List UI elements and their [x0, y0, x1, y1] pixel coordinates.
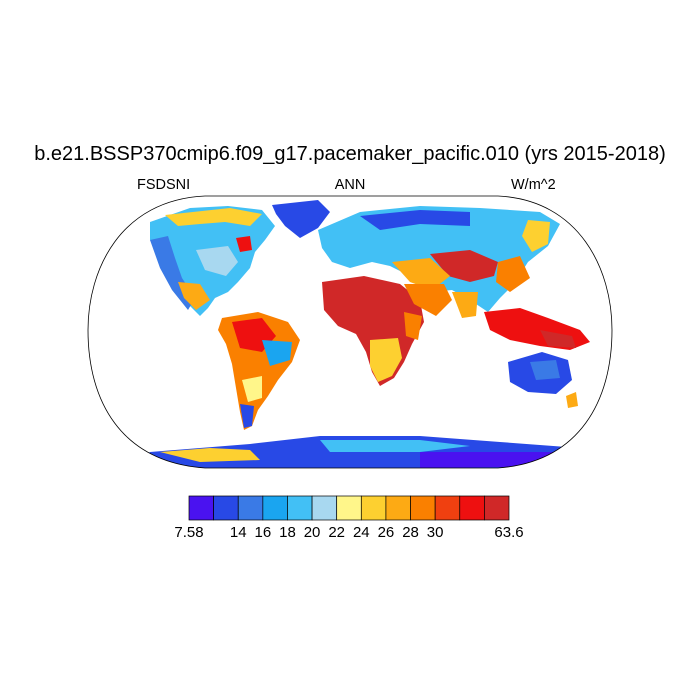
colorbar-tick-label: 7.58: [174, 524, 203, 541]
colorbar-tick-label: 24: [353, 524, 370, 541]
colorbar-box: [213, 495, 239, 521]
colorbar-tick-label: 30: [427, 524, 444, 541]
colorbar-box: [311, 495, 338, 521]
colorbar-box: [262, 495, 288, 521]
colorbar-box: [410, 495, 436, 521]
colorbar-box: [360, 495, 387, 521]
colorbar-box: [484, 495, 510, 521]
colorbar-tick-label: 26: [378, 524, 395, 541]
colorbar-tick-label: 18: [279, 524, 296, 541]
season-label: ANN: [334, 177, 366, 193]
colorbar-tick-label: 63.6: [494, 524, 523, 541]
plot-title: b.e21.BSSP370cmip6.f09_g17.pacemaker_pac…: [34, 143, 666, 165]
colorbar-tick-label: 14: [230, 524, 247, 541]
colorbar-box: [188, 495, 214, 521]
colorbar-tick-label: 28: [402, 524, 419, 541]
colorbar-tick-labels: 7.58 14 16 18 20 22 24 26 28 30 63.6: [174, 524, 523, 541]
units-label: W/m^2: [511, 177, 556, 193]
colorbar-box: [287, 495, 313, 521]
variable-label: FSDSNI: [137, 177, 191, 193]
land-field: [120, 200, 600, 468]
greenland: [272, 200, 330, 238]
colorbar-box: [385, 495, 411, 521]
colorbar-tick-label: 22: [328, 524, 345, 541]
colorbar: [188, 495, 510, 521]
colorbar-box: [459, 495, 485, 521]
colorbar-box: [336, 495, 362, 521]
map-border: [87, 195, 613, 469]
colorbar-tick-label: 16: [255, 524, 272, 541]
colorbar-tick-label: 20: [304, 524, 321, 541]
colorbar-box: [434, 495, 461, 521]
colorbar-box: [237, 495, 264, 521]
